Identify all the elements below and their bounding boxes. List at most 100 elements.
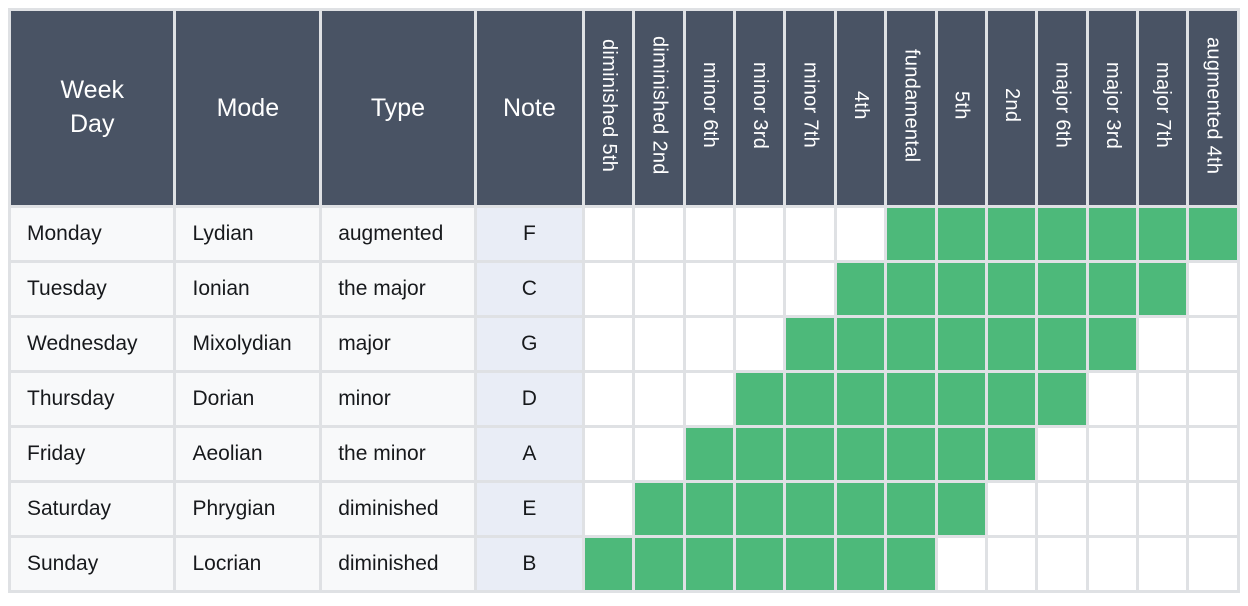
col-header-4th: 4th	[833, 8, 888, 208]
col-header-mode: Mode	[173, 8, 323, 208]
matrix-cell-major-6th	[1035, 535, 1089, 593]
matrix-cell-major-3rd	[1085, 535, 1140, 593]
weekday-cell: Wednesday	[7, 315, 177, 373]
weekday-cell: Friday	[7, 425, 177, 483]
note-cell: G	[473, 315, 585, 373]
mode-cell: Mixolydian	[173, 315, 323, 373]
matrix-cell-fundamental	[884, 260, 938, 318]
matrix-cell-fundamental	[884, 370, 938, 428]
matrix-cell-minor-6th	[682, 260, 737, 318]
vertical-column-label: 5th	[950, 91, 973, 120]
matrix-cell-5th	[934, 480, 988, 538]
matrix-cell-2nd	[984, 480, 1039, 538]
weekday-cell: Thursday	[7, 370, 177, 428]
matrix-cell-major-6th	[1035, 370, 1089, 428]
matrix-cell-augmented-4th	[1186, 260, 1240, 318]
modes-intervals-table: Week Day Mode Type Note diminished 5th di…	[7, 8, 1240, 593]
matrix-cell-minor-7th	[783, 315, 837, 373]
col-header-2nd: 2nd	[984, 8, 1039, 208]
note-cell: F	[473, 205, 585, 263]
matrix-cell-minor-3rd	[733, 260, 787, 318]
matrix-cell-minor-3rd	[733, 370, 787, 428]
col-header-major-6th: major 6th	[1035, 8, 1089, 208]
matrix-cell-minor-3rd	[733, 480, 787, 538]
matrix-cell-5th	[934, 425, 988, 483]
matrix-cell-minor-6th	[682, 535, 737, 593]
col-header-5th: 5th	[934, 8, 988, 208]
matrix-cell-major-7th	[1136, 260, 1190, 318]
mode-cell: Locrian	[173, 535, 323, 593]
matrix-cell-fundamental	[884, 205, 938, 263]
matrix-cell-diminished-2nd	[632, 480, 686, 538]
table-row-thursday: Thursday Dorian minor D	[7, 370, 1240, 428]
matrix-cell-minor-7th	[783, 260, 837, 318]
matrix-cell-minor-3rd	[733, 315, 787, 373]
type-cell: diminished	[319, 480, 477, 538]
matrix-cell-major-6th	[1035, 205, 1089, 263]
matrix-cell-major-3rd	[1085, 425, 1140, 483]
col-header-week-day: Week Day	[7, 8, 177, 208]
note-cell: C	[473, 260, 585, 318]
vertical-column-label: fundamental	[900, 48, 923, 163]
matrix-cell-4th	[833, 535, 888, 593]
matrix-cell-fundamental	[884, 315, 938, 373]
col-header-minor-7th: minor 7th	[783, 8, 837, 208]
matrix-cell-minor-7th	[783, 425, 837, 483]
vertical-column-label: 2nd	[1001, 88, 1024, 123]
vertical-column-label: minor 6th	[698, 62, 721, 149]
matrix-cell-2nd	[984, 315, 1039, 373]
matrix-cell-major-3rd	[1085, 480, 1140, 538]
matrix-cell-major-7th	[1136, 370, 1190, 428]
matrix-cell-diminished-5th	[581, 205, 636, 263]
matrix-cell-minor-6th	[682, 370, 737, 428]
matrix-cell-augmented-4th	[1186, 205, 1240, 263]
matrix-cell-minor-6th	[682, 480, 737, 538]
mode-cell: Dorian	[173, 370, 323, 428]
note-cell: B	[473, 535, 585, 593]
matrix-cell-major-6th	[1035, 315, 1089, 373]
mode-cell: Lydian	[173, 205, 323, 263]
matrix-cell-4th	[833, 480, 888, 538]
matrix-cell-diminished-5th	[581, 260, 636, 318]
matrix-cell-major-3rd	[1085, 205, 1140, 263]
matrix-cell-diminished-2nd	[632, 315, 686, 373]
matrix-cell-minor-6th	[682, 425, 737, 483]
vertical-column-label: major 3rd	[1101, 61, 1124, 150]
col-header-diminished-2nd: diminished 2nd	[632, 8, 686, 208]
col-header-major-3rd: major 3rd	[1085, 8, 1140, 208]
matrix-cell-diminished-5th	[581, 480, 636, 538]
matrix-cell-2nd	[984, 260, 1039, 318]
vertical-column-label: diminished 5th	[598, 38, 621, 173]
type-cell: the major	[319, 260, 477, 318]
matrix-cell-5th	[934, 315, 988, 373]
matrix-cell-major-7th	[1136, 205, 1190, 263]
matrix-cell-4th	[833, 370, 888, 428]
matrix-cell-minor-3rd	[733, 425, 787, 483]
matrix-cell-2nd	[984, 205, 1039, 263]
col-header-augmented-4th: augmented 4th	[1186, 8, 1240, 208]
matrix-cell-5th	[934, 370, 988, 428]
table-row-wednesday: Wednesday Mixolydian major G	[7, 315, 1240, 373]
vertical-column-label: 4th	[849, 91, 872, 120]
table-header: Week Day Mode Type Note diminished 5th di…	[7, 8, 1240, 208]
matrix-cell-minor-7th	[783, 535, 837, 593]
matrix-cell-4th	[833, 315, 888, 373]
matrix-cell-5th	[934, 205, 988, 263]
matrix-cell-minor-7th	[783, 480, 837, 538]
weekday-cell: Saturday	[7, 480, 177, 538]
matrix-cell-diminished-5th	[581, 535, 636, 593]
matrix-cell-major-6th	[1035, 480, 1089, 538]
matrix-cell-minor-6th	[682, 205, 737, 263]
mode-cell: Ionian	[173, 260, 323, 318]
matrix-cell-major-7th	[1136, 425, 1190, 483]
table-row-tuesday: Tuesday Ionian the major C	[7, 260, 1240, 318]
matrix-cell-augmented-4th	[1186, 535, 1240, 593]
matrix-cell-2nd	[984, 425, 1039, 483]
vertical-column-label: minor 3rd	[749, 61, 772, 150]
matrix-cell-4th	[833, 205, 888, 263]
vertical-column-label: augmented 4th	[1202, 36, 1225, 175]
matrix-cell-minor-7th	[783, 205, 837, 263]
table-row-sunday: Sunday Locrian diminished B	[7, 535, 1240, 593]
col-header-fundamental: fundamental	[884, 8, 938, 208]
